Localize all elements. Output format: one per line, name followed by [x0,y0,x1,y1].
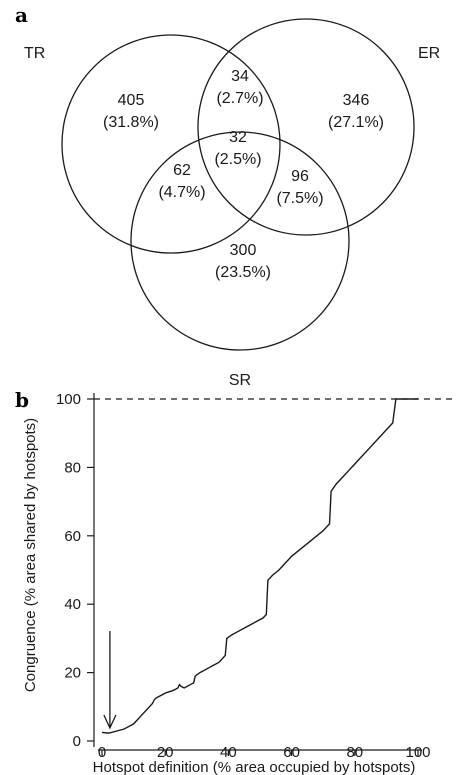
y-tick-label: 60 [64,528,81,545]
region-value: 405 [118,92,145,109]
panel-b-label: b [15,388,29,412]
region-er-sr: 96 (7.5%) [276,168,323,207]
y-tick-label: 0 [73,733,81,750]
congruence-chart: 0 20 40 60 80 100 0 20 40 60 80 100 Hotspot defini… [22,391,456,775]
region-percent: (4.7%) [158,184,205,201]
region-value: 96 [291,168,309,185]
region-value: 62 [173,162,191,179]
region-tr-sr: 62 (4.7%) [158,162,205,201]
region-percent: (31.8%) [103,114,159,131]
y-tick-label: 80 [64,459,81,476]
region-tr: 405 (31.8%) [103,92,159,131]
region-er: 346 (27.1%) [328,92,384,131]
venn-circle-tr [61,34,281,254]
x-tick-label: 0 [98,744,106,761]
arrow-annotation [103,631,117,730]
venn-circle-sr [130,131,350,351]
series-line [101,398,418,734]
set-label-er: ER [418,45,440,62]
region-percent: (23.5%) [215,264,271,281]
region-percent: (2.7%) [216,90,263,107]
panel-a-label: a [15,3,28,27]
x-tick-label: 60 [283,744,300,761]
region-tr-er: 34 (2.7%) [216,68,263,107]
x-tick-label: 80 [346,744,363,761]
y-tick-label: 40 [64,596,81,613]
x-tick-label: 100 [405,744,430,761]
arrow-head [103,714,117,730]
region-value: 34 [231,68,249,85]
region-percent: (2.5%) [214,151,261,168]
region-value: 32 [229,129,247,146]
y-axis-label: Congruence (% area shared by hotspots) [22,418,39,692]
set-label-tr: TR [24,45,45,62]
set-label-sr: SR [229,372,251,389]
region-value: 346 [343,92,370,109]
venn-circle-er [197,18,415,236]
y-tick-label: 100 [56,391,81,408]
x-ticks: 0 20 40 60 80 100 [98,744,431,761]
region-value: 300 [230,242,257,259]
y-ticks: 0 20 40 60 80 100 [56,391,94,750]
y-tick-label: 20 [64,665,81,682]
region-sr: 300 (23.5%) [215,242,271,281]
panel-a: a TR ER SR 405 (31.8%) 34 (2.7%) 346 (27… [15,3,440,389]
x-tick-label: 20 [157,744,174,761]
x-tick-label: 40 [220,744,237,761]
region-percent: (7.5%) [276,190,323,207]
x-axis-label: Hotspot definition (% area occupied by h… [93,759,416,775]
region-tr-er-sr: 32 (2.5%) [214,129,261,168]
region-percent: (27.1%) [328,114,384,131]
panel-b: b 0 20 40 60 80 100 0 20 40 60 80 100 Hotspot defi… [15,388,456,775]
